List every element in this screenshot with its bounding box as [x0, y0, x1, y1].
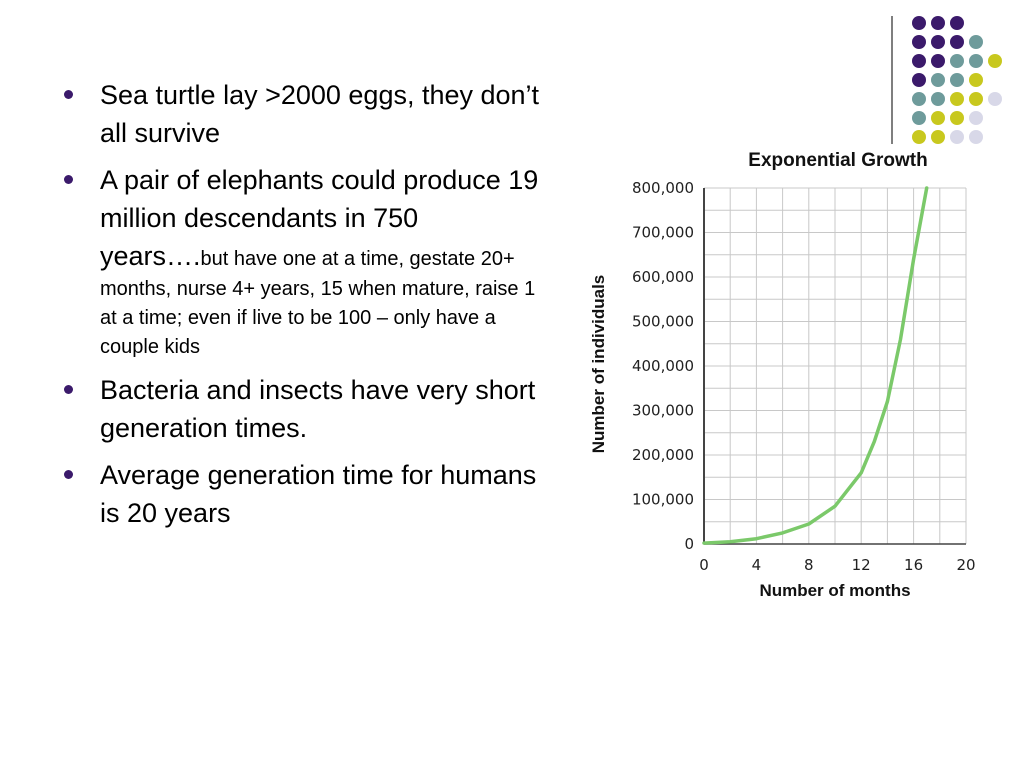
decorative-dot — [912, 92, 926, 106]
decorative-dot — [969, 73, 983, 87]
decorative-dot — [950, 35, 964, 49]
decorative-dot — [969, 111, 983, 125]
series-line — [702, 186, 929, 545]
decorative-dot — [950, 54, 964, 68]
decorative-dot — [950, 92, 964, 106]
bullet-list: Sea turtle lay >2000 eggs, they don’t al… — [64, 76, 544, 541]
decorative-dot — [912, 111, 926, 125]
decorative-dot — [931, 73, 945, 87]
decorative-dot — [931, 35, 945, 49]
x-tick-label: 20 — [956, 556, 975, 574]
bullet-dot — [64, 385, 73, 394]
decorative-dot — [912, 130, 926, 144]
y-tick-label: 800,000 — [632, 179, 694, 197]
chart-title: Exponential Growth — [748, 150, 928, 171]
y-tick-label: 600,000 — [632, 268, 694, 286]
decorative-dot — [912, 35, 926, 49]
decorative-dot — [969, 35, 983, 49]
bullet-item: Average generation time for humans is 20… — [64, 456, 544, 532]
y-tick-label: 200,000 — [632, 446, 694, 464]
bullet-dot — [64, 175, 73, 184]
y-tick-label: 700,000 — [632, 224, 694, 242]
bullet-subtext: but have one at a time, gestate 20+ mont… — [100, 248, 536, 358]
decorative-dot — [950, 130, 964, 144]
decorative-dot — [950, 111, 964, 125]
bullet-item: Sea turtle lay >2000 eggs, they don’t al… — [64, 76, 544, 152]
y-tick-label: 300,000 — [632, 402, 694, 420]
decorative-dot — [988, 54, 1002, 68]
decorative-dot — [931, 92, 945, 106]
decorative-dot — [950, 16, 964, 30]
y-tick-label: 500,000 — [632, 313, 694, 331]
decorative-dot — [931, 130, 945, 144]
x-tick-label: 4 — [752, 556, 762, 574]
decorative-dot — [912, 16, 926, 30]
decorative-dot — [950, 73, 964, 87]
y-tick-label: 400,000 — [632, 357, 694, 375]
decorative-dot — [969, 130, 983, 144]
decorative-dot — [912, 73, 926, 87]
bullet-text: A pair of elephants could produce 19 mil… — [100, 165, 539, 271]
decorative-dot — [931, 111, 945, 125]
x-tick-label: 16 — [904, 556, 923, 574]
x-axis-label: Number of months — [759, 581, 911, 600]
bullet-dot — [64, 90, 73, 99]
bullet-item: Bacteria and insects have very short gen… — [64, 371, 544, 447]
decorative-dot — [988, 92, 1002, 106]
decorative-dot — [912, 54, 926, 68]
exponential-growth-chart: 0 100,000 200,000 300,000 400,000 500,000 600,… — [632, 179, 976, 574]
y-tick-label: 0 — [684, 535, 694, 553]
x-tick-label: 0 — [699, 556, 709, 574]
bullet-dot — [64, 470, 73, 479]
y-tick-label: 100,000 — [632, 491, 694, 509]
bullet-text: Bacteria and insects have very short gen… — [100, 375, 536, 443]
x-tick-label: 8 — [804, 556, 814, 574]
decorative-dot — [931, 54, 945, 68]
decorative-dot — [969, 54, 983, 68]
bullet-text: Average generation time for humans is 20… — [100, 460, 537, 528]
bullet-item: A pair of elephants could produce 19 mil… — [64, 161, 544, 362]
decorative-dot — [931, 16, 945, 30]
divider-line — [891, 16, 893, 144]
x-tick-label: 12 — [852, 556, 871, 574]
bullet-text: Sea turtle lay >2000 eggs, they don’t al… — [100, 80, 540, 148]
decorative-dot — [969, 92, 983, 106]
